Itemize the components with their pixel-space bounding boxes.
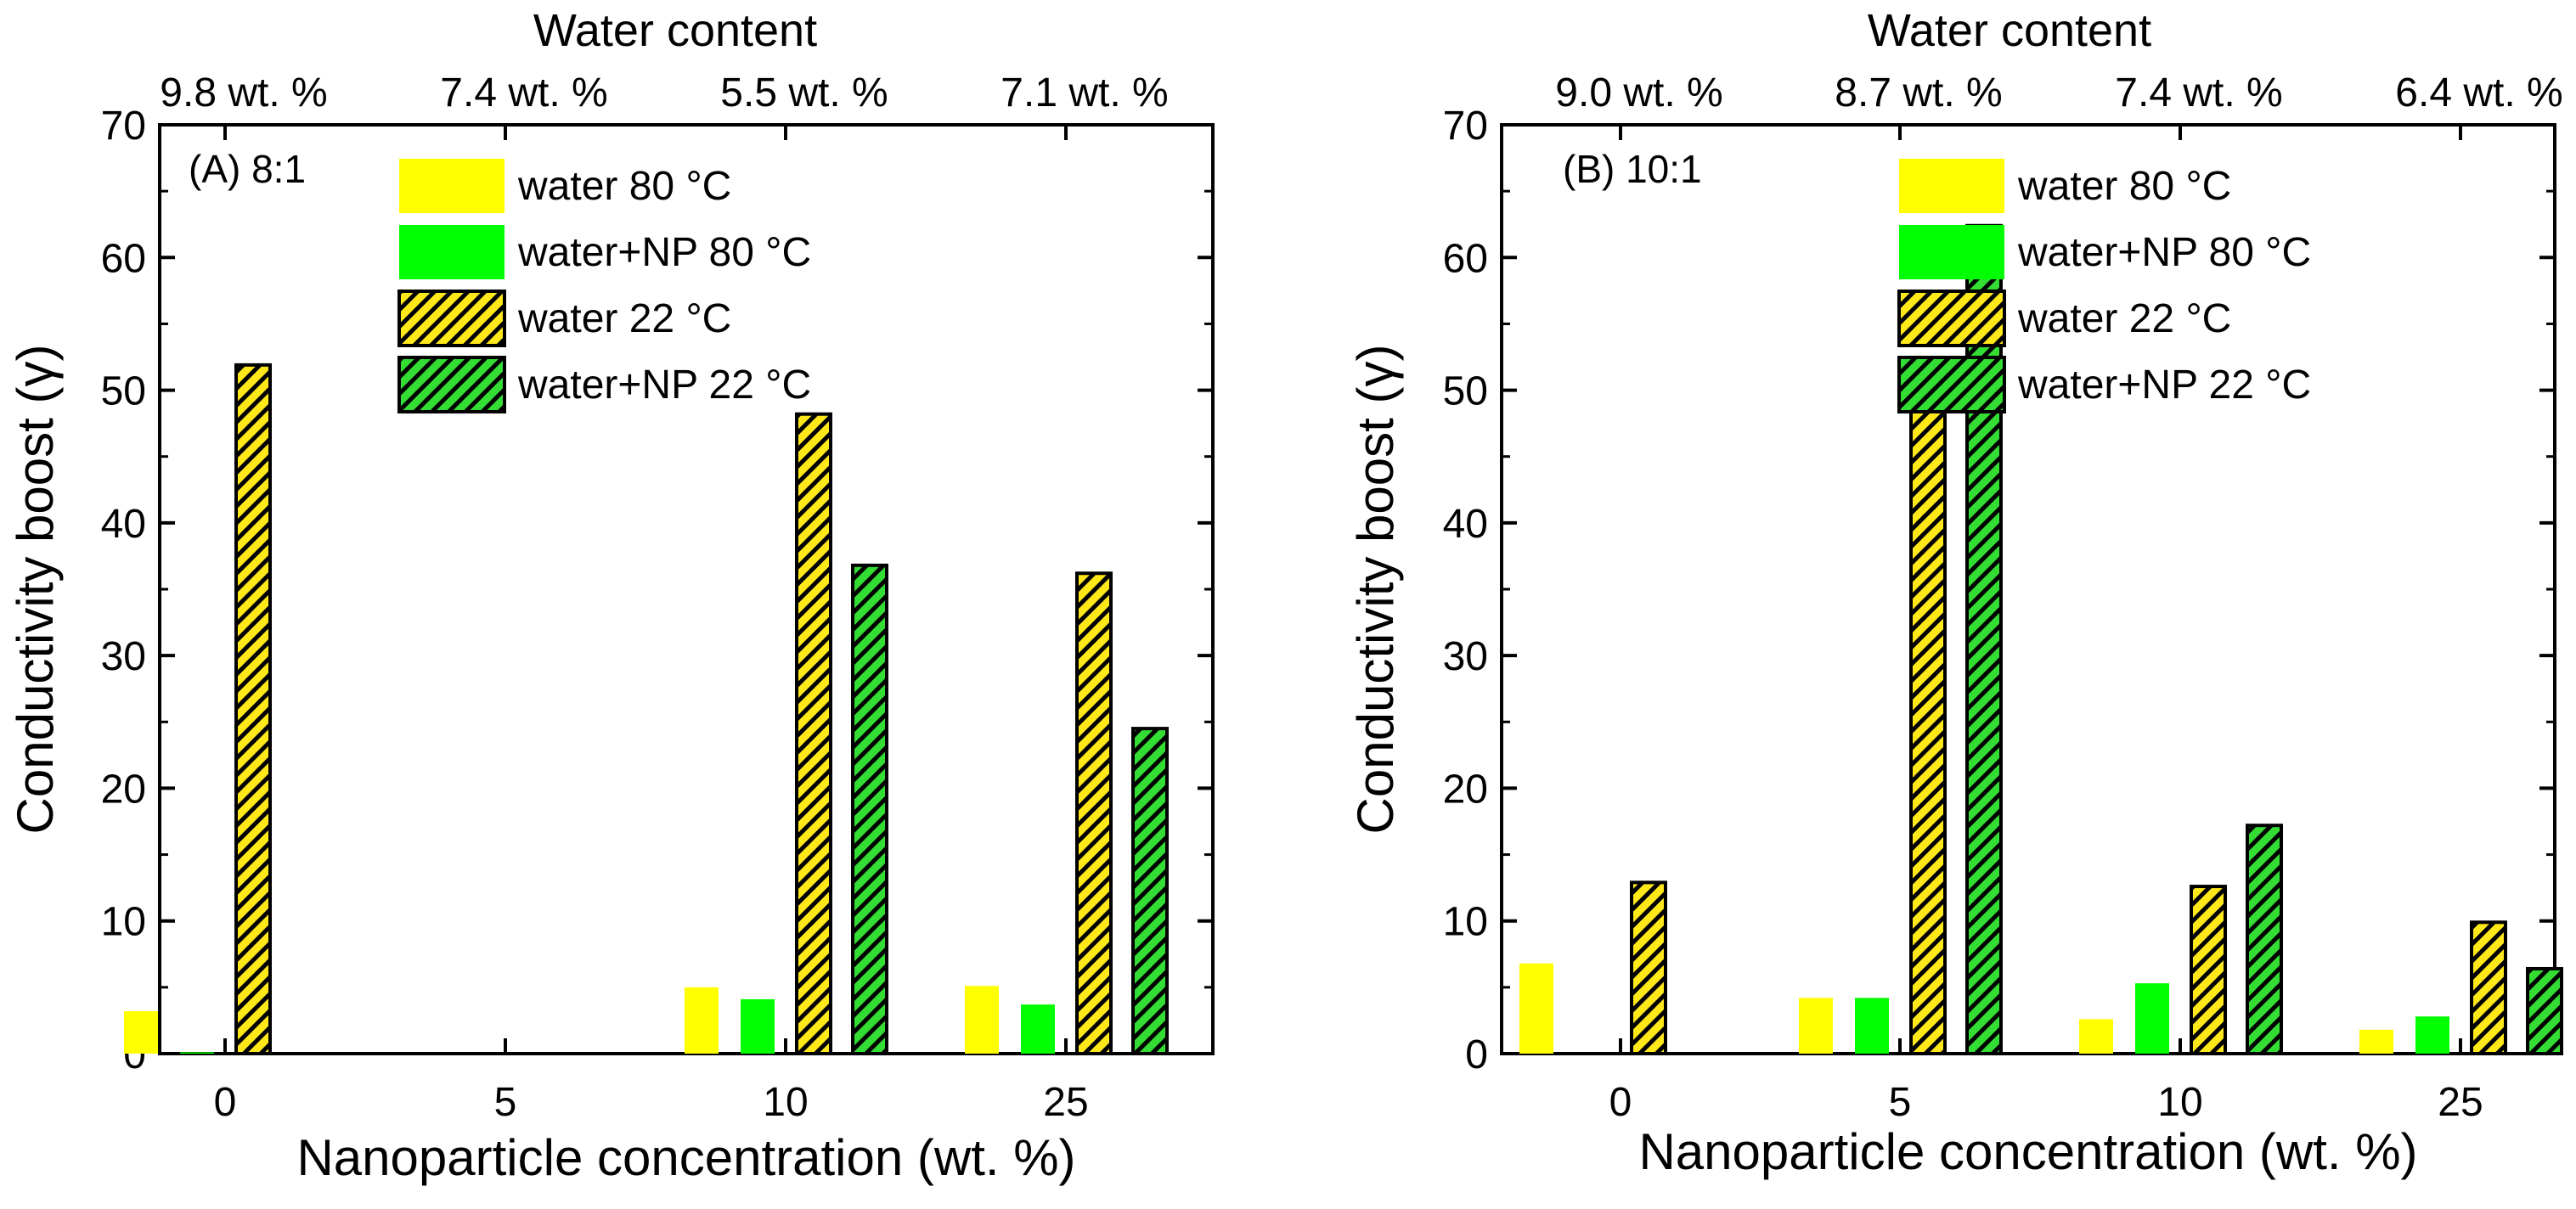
panel-a-y-tick-label: 20 <box>101 767 146 812</box>
panel-a-x-tick-label: 5 <box>494 1080 517 1125</box>
panel-a-bar-water-80c <box>965 986 999 1054</box>
panel-a-bar-water-np-80c <box>1021 1004 1055 1054</box>
panel-b: (B) 10:1 Water content Nanoparticle conc… <box>1347 5 2563 1180</box>
panel-b-x-tick-label: 0 <box>1609 1080 1632 1125</box>
panel-b-x-axis-title: Nanoparticle concentration (wt. %) <box>1638 1123 2417 1180</box>
panel-b-y-ticks: 0 10 20 30 40 50 60 70 <box>1443 104 2555 1077</box>
panel-a-y-tick-label: 70 <box>101 104 146 149</box>
panel-a-top-tick-label: 7.4 wt. % <box>440 70 607 115</box>
panel-b-bar-water-80c <box>1799 998 1833 1054</box>
panel-a-y-tick-label: 10 <box>101 900 146 945</box>
panel-a-x-ticks: 0 5 10 25 <box>214 1038 1089 1125</box>
panel-a-legend-swatch-water-22c <box>397 290 506 347</box>
panel-a-x-tick-label: 25 <box>1043 1080 1088 1125</box>
panel-a-legend: water 80 °C water+NP 80 °C water 22 °C wate… <box>397 159 811 413</box>
panel-b-y-tick-label: 40 <box>1443 502 1488 547</box>
panel-a-y-tick-label: 30 <box>101 634 146 679</box>
panel-b-top-ticks: 9.0 wt. % 8.7 wt. % 7.4 wt. % 6.4 wt. % <box>1555 70 2563 140</box>
panel-a-legend-label-water-22c: water 22 °C <box>517 296 731 341</box>
panel-a-legend-swatch-water-np-80c <box>399 225 504 279</box>
panel-b-y-tick-label: 60 <box>1443 236 1488 281</box>
panel-a-bars <box>124 363 1169 1055</box>
panel-b-legend-swatch-water-80c <box>1899 159 2004 213</box>
panel-a: (A) 8:1 Water content Nanoparticle conce… <box>7 5 1215 1186</box>
panel-a-top-tick-label: 7.1 wt. % <box>1001 70 1168 115</box>
panel-b-top-tick-label: 7.4 wt. % <box>2115 70 2282 115</box>
panel-b-bar-water-np-22c <box>1965 223 2003 1055</box>
panel-a-legend-label-water-np-22c: water+NP 22 °C <box>517 363 811 408</box>
panel-b-legend: water 80 °C water+NP 80 °C water 22 °C wate… <box>1897 159 2311 413</box>
panel-b-y-axis-title: Conductivity boost (γ) <box>1347 345 1404 835</box>
panel-a-bar-water-22c <box>234 363 272 1055</box>
panel-b-top-axis-title: Water content <box>1868 5 2151 56</box>
panel-a-y-axis-title: Conductivity boost (γ) <box>7 345 64 835</box>
panel-b-x-tick-label: 10 <box>2157 1080 2202 1125</box>
panel-a-bar-water-np-22c <box>1131 727 1169 1055</box>
panel-b-label: (B) 10:1 <box>1563 147 1702 191</box>
panel-a-y-tick-label: 60 <box>101 236 146 281</box>
panel-b-bar-water-80c <box>1519 963 1553 1054</box>
panel-b-x-tick-label: 25 <box>2438 1080 2483 1125</box>
panel-b-bar-water-np-80c <box>2415 1016 2449 1054</box>
panel-b-bar-water-22c <box>2190 885 2227 1055</box>
panel-a-top-tick-label: 5.5 wt. % <box>720 70 888 115</box>
panel-a-top-ticks: 9.8 wt. % 7.4 wt. % 5.5 wt. % 7.1 wt. % <box>160 70 1169 140</box>
panel-a-bar-water-80c <box>124 1010 158 1054</box>
panel-a-label: (A) 8:1 <box>189 147 306 191</box>
panel-b-y-tick-label: 70 <box>1443 104 1488 149</box>
panel-a-bar-water-np-22c <box>851 563 888 1055</box>
panel-a-x-axis-title: Nanoparticle concentration (wt. %) <box>296 1129 1075 1186</box>
panel-a-y-tick-label: 50 <box>101 369 146 414</box>
panel-b-bar-water-np-80c <box>2135 983 2169 1054</box>
panel-b-legend-label-water-np-22c: water+NP 22 °C <box>2017 363 2311 408</box>
panel-a-bar-water-80c <box>685 987 719 1054</box>
panel-a-top-axis-title: Water content <box>533 5 817 56</box>
panel-b-legend-label-water-22c: water 22 °C <box>2017 296 2231 341</box>
panel-b-top-tick-label: 8.7 wt. % <box>1835 70 2002 115</box>
panel-a-x-tick-label: 10 <box>763 1080 808 1125</box>
panel-b-x-tick-label: 5 <box>1889 1080 1912 1125</box>
panel-a-x-tick-label: 0 <box>214 1080 237 1125</box>
panel-b-legend-swatch-water-22c <box>1897 290 2006 347</box>
panel-b-bar-water-22c <box>1630 880 1667 1056</box>
panel-b-legend-swatch-water-np-80c <box>1899 225 2004 279</box>
panel-a-legend-label-water-80c: water 80 °C <box>517 164 731 209</box>
panel-b-bar-water-np-22c <box>2526 966 2563 1056</box>
panel-b-bar-water-80c <box>2079 1019 2113 1054</box>
panel-a-bar-water-np-80c <box>741 998 775 1054</box>
panel-b-bar-water-22c <box>2470 920 2507 1055</box>
panel-b-bar-water-80c <box>2359 1029 2393 1054</box>
panel-a-y-tick-label: 40 <box>101 502 146 547</box>
panel-b-top-tick-label: 6.4 wt. % <box>2395 70 2562 115</box>
panel-b-legend-label-water-np-80c: water+NP 80 °C <box>2017 230 2311 275</box>
panel-b-top-tick-label: 9.0 wt. % <box>1555 70 1722 115</box>
panel-a-bar-water-np-80c <box>180 1052 214 1054</box>
panel-b-bars <box>1519 223 2563 1056</box>
panel-b-bar-water-np-80c <box>1855 998 1889 1054</box>
panel-b-y-tick-label: 10 <box>1443 900 1488 945</box>
panel-a-legend-swatch-water-np-22c <box>397 356 506 413</box>
panel-a-legend-label-water-np-80c: water+NP 80 °C <box>517 230 811 275</box>
panel-a-top-tick-label: 9.8 wt. % <box>160 70 327 115</box>
panel-b-bar-water-22c <box>1909 405 1947 1056</box>
panel-b-bar-water-np-22c <box>2246 824 2283 1056</box>
panel-b-y-tick-label: 30 <box>1443 634 1488 679</box>
panel-b-y-tick-label: 20 <box>1443 767 1488 812</box>
panel-a-legend-swatch-water-80c <box>399 159 504 213</box>
panel-a-bar-water-22c <box>795 412 832 1055</box>
panel-b-legend-swatch-water-np-22c <box>1897 356 2006 413</box>
panel-b-y-tick-label: 50 <box>1443 369 1488 414</box>
panel-b-legend-label-water-80c: water 80 °C <box>2017 164 2231 209</box>
panel-a-bar-water-22c <box>1075 571 1113 1055</box>
panel-b-x-ticks: 0 5 10 25 <box>1609 1038 2483 1125</box>
panel-b-y-tick-label: 0 <box>1465 1032 1488 1077</box>
